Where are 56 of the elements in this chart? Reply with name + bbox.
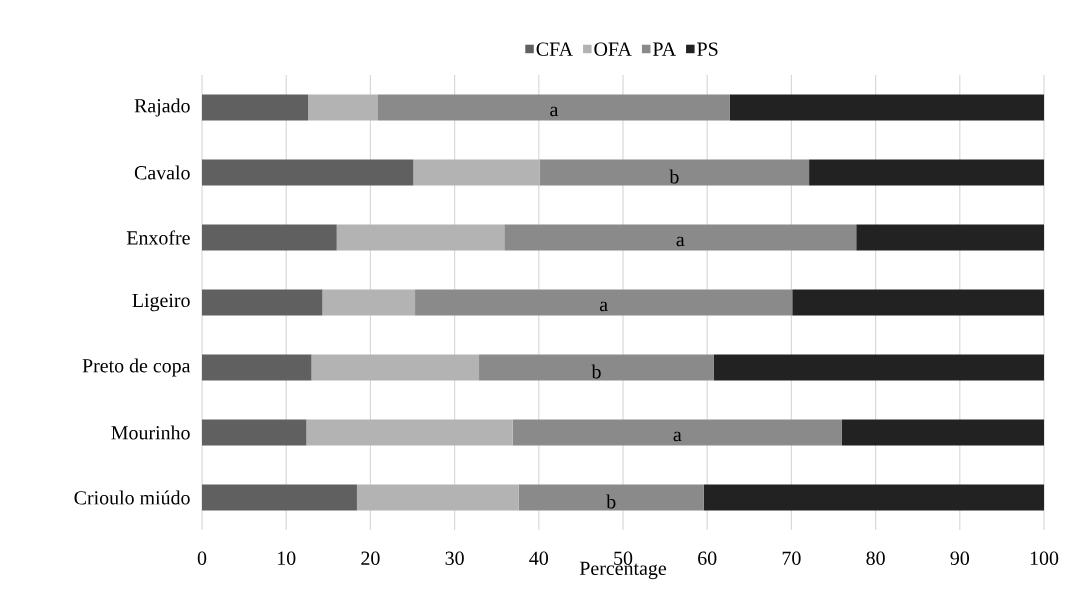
x-tick-label: 100 — [1030, 551, 1059, 565]
legend-label: PA — [653, 42, 676, 56]
bar — [202, 354, 312, 381]
bar — [306, 419, 513, 446]
annotation: b — [669, 169, 679, 184]
bar — [415, 289, 793, 316]
bar — [792, 289, 1045, 316]
legend-label: PS — [697, 42, 718, 56]
y-tick-label: Enxofre — [126, 230, 190, 245]
y-tick-label: Preto de copa — [82, 358, 191, 377]
bar — [539, 159, 810, 186]
y-tick-label: Ligeiro — [132, 293, 190, 312]
bar — [504, 224, 857, 251]
bar — [308, 94, 378, 121]
bar — [512, 419, 842, 446]
x-tick-label: 40 — [529, 551, 549, 565]
x-tick-label: 0 — [197, 551, 207, 565]
bar — [856, 224, 1045, 251]
legend-label: OFA — [594, 42, 632, 56]
bar — [202, 224, 337, 251]
bar — [479, 354, 714, 381]
x-tick-label: 10 — [278, 551, 296, 565]
annotation: a — [676, 236, 685, 247]
bar — [356, 484, 519, 511]
bar — [336, 224, 505, 251]
bar — [202, 94, 309, 121]
x-tick-label: 30 — [445, 551, 464, 565]
annotation: b — [606, 494, 616, 509]
bar — [202, 289, 323, 316]
bar — [729, 94, 1045, 121]
bar — [841, 419, 1045, 446]
x-tick-label: 80 — [866, 551, 885, 565]
annotation: a — [599, 301, 608, 312]
bar — [202, 159, 414, 186]
annotation: b — [591, 364, 601, 379]
y-tick-label: Crioulo miúdo — [74, 490, 190, 505]
y-tick-label: Cavalo — [134, 165, 190, 180]
annotation: a — [550, 106, 559, 117]
bar — [202, 484, 357, 511]
bar — [713, 354, 1045, 381]
bar — [703, 484, 1045, 511]
bar — [413, 159, 540, 186]
x-tick-label: 20 — [361, 551, 380, 565]
x-tick-label: 60 — [698, 551, 717, 565]
y-tick-label: Rajado — [134, 98, 190, 117]
bar — [377, 94, 730, 121]
bar — [311, 354, 480, 381]
x-tick-label: 70 — [782, 551, 801, 565]
bar — [202, 419, 307, 446]
annotation: a — [673, 431, 682, 442]
bar — [518, 484, 704, 511]
y-tick-label: Mourinho — [111, 425, 190, 440]
x-tick-label: 90 — [950, 551, 970, 565]
bar — [322, 289, 416, 316]
bar — [809, 159, 1045, 186]
legend-label: CFA — [536, 42, 573, 56]
